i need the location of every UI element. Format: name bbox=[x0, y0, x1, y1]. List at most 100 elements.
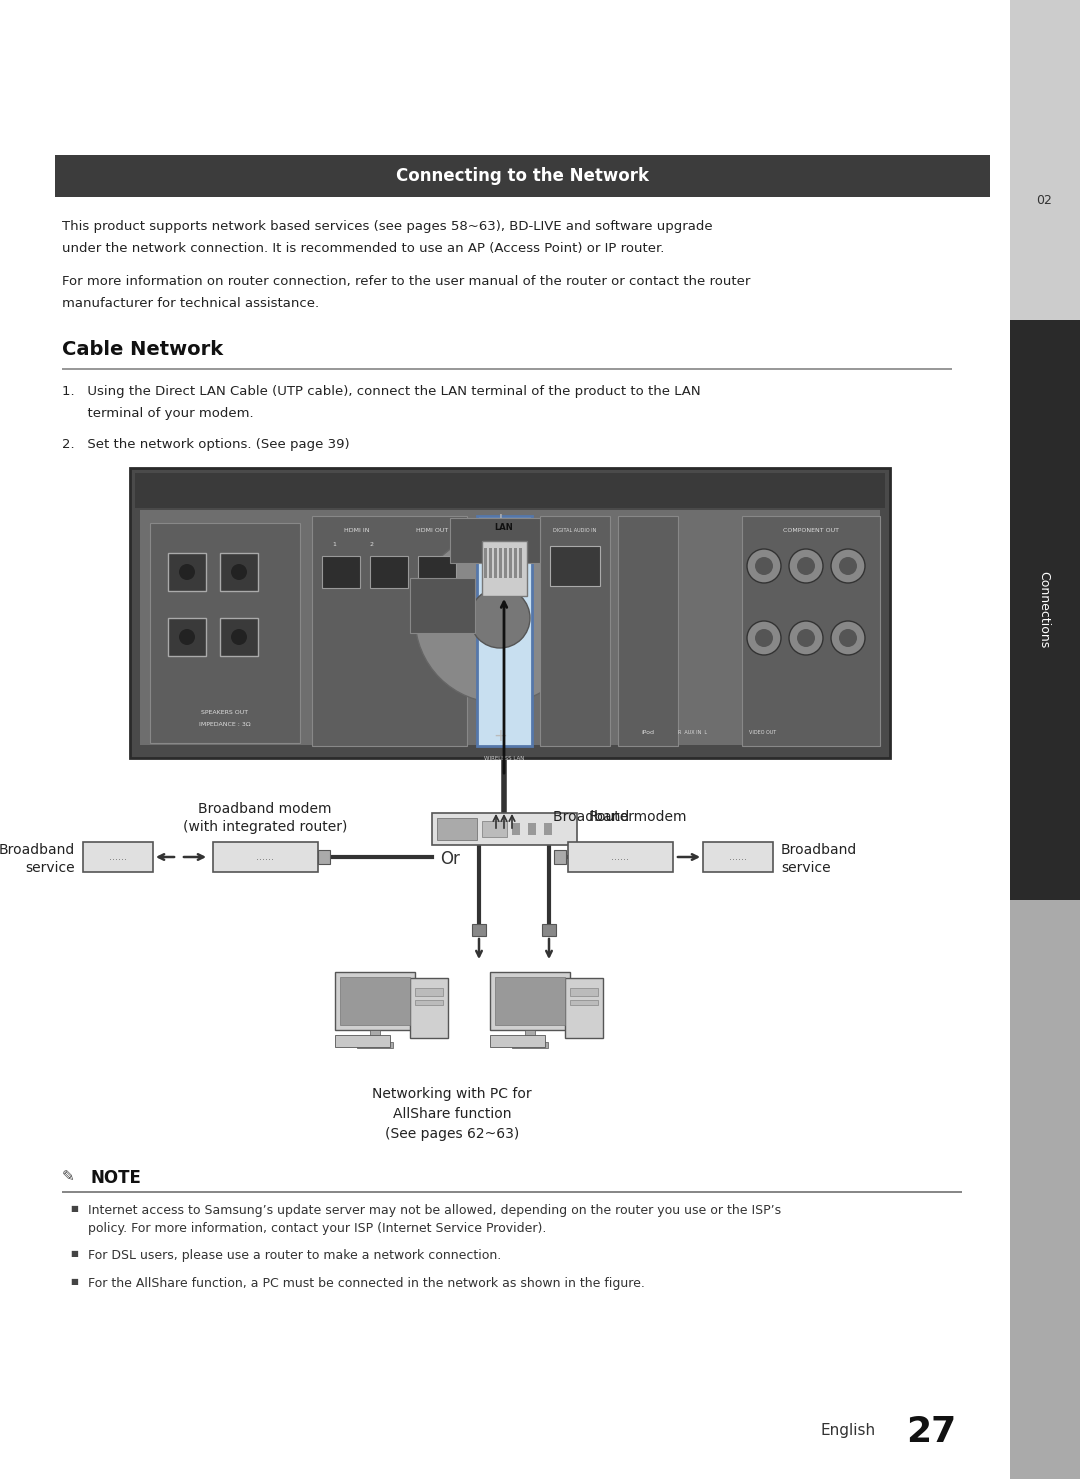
Text: WIRELESS LAN: WIRELESS LAN bbox=[484, 756, 524, 760]
Bar bbox=[220, 618, 258, 657]
Bar bbox=[55, 155, 990, 197]
Bar bbox=[554, 850, 566, 864]
Circle shape bbox=[831, 549, 865, 583]
Circle shape bbox=[470, 589, 530, 648]
Circle shape bbox=[231, 563, 247, 580]
Text: ......: ...... bbox=[256, 852, 274, 862]
Text: +: + bbox=[494, 728, 507, 745]
Text: ✎: ✎ bbox=[62, 1168, 75, 1185]
Circle shape bbox=[797, 629, 815, 646]
Bar bbox=[484, 549, 487, 578]
Circle shape bbox=[831, 621, 865, 655]
Bar bbox=[494, 549, 497, 578]
Bar bbox=[550, 546, 600, 586]
Text: R  AUX IN  L: R AUX IN L bbox=[678, 729, 707, 735]
Text: 1: 1 bbox=[332, 541, 336, 547]
Bar bbox=[130, 467, 890, 759]
Text: policy. For more information, contact your ISP (Internet Service Provider).: policy. For more information, contact yo… bbox=[87, 1222, 546, 1235]
Bar bbox=[703, 842, 773, 873]
Bar bbox=[335, 1035, 390, 1047]
Bar bbox=[499, 549, 502, 578]
Bar bbox=[618, 516, 678, 745]
Text: For more information on router connection, refer to the user manual of the route: For more information on router connectio… bbox=[62, 275, 751, 288]
Circle shape bbox=[747, 549, 781, 583]
Bar bbox=[490, 1035, 545, 1047]
Bar bbox=[318, 850, 330, 864]
Bar bbox=[357, 1043, 393, 1049]
Text: Or: Or bbox=[440, 850, 460, 868]
Text: VIDEO OUT: VIDEO OUT bbox=[750, 729, 777, 735]
Text: Connecting to the Network: Connecting to the Network bbox=[395, 167, 648, 185]
Circle shape bbox=[179, 563, 195, 580]
Circle shape bbox=[755, 629, 773, 646]
Text: Internet access to Samsung’s update server may not be allowed, depending on the : Internet access to Samsung’s update serv… bbox=[87, 1204, 781, 1217]
Text: ■: ■ bbox=[70, 1204, 78, 1213]
Text: (See pages 62~63): (See pages 62~63) bbox=[384, 1127, 519, 1140]
Text: AllShare function: AllShare function bbox=[393, 1106, 511, 1121]
Bar bbox=[213, 842, 318, 873]
Bar bbox=[544, 822, 552, 836]
Bar bbox=[472, 924, 486, 936]
Text: HDMI OUT: HDMI OUT bbox=[416, 528, 448, 532]
Text: 2: 2 bbox=[370, 541, 374, 547]
Bar bbox=[519, 549, 522, 578]
Bar bbox=[418, 556, 456, 589]
Bar bbox=[450, 518, 540, 563]
Text: Networking with PC for: Networking with PC for bbox=[373, 1087, 531, 1100]
Text: English: English bbox=[820, 1423, 875, 1438]
Circle shape bbox=[747, 621, 781, 655]
Bar bbox=[540, 516, 610, 745]
Text: Broadband: Broadband bbox=[781, 843, 858, 856]
Text: ■: ■ bbox=[70, 1248, 78, 1259]
Text: +: + bbox=[494, 512, 507, 529]
Text: iPod: iPod bbox=[642, 729, 654, 735]
Text: SPEAKERS OUT: SPEAKERS OUT bbox=[202, 710, 248, 716]
Bar bbox=[62, 1191, 962, 1194]
Bar bbox=[140, 510, 880, 745]
Text: Broadband modem: Broadband modem bbox=[199, 802, 332, 816]
Bar bbox=[220, 553, 258, 592]
Bar bbox=[1010, 319, 1080, 901]
Text: Broadband: Broadband bbox=[0, 843, 75, 856]
Text: 02: 02 bbox=[1036, 194, 1052, 207]
Text: under the network connection. It is recommended to use an AP (Access Point) or I: under the network connection. It is reco… bbox=[62, 243, 664, 254]
Text: Connections: Connections bbox=[1038, 571, 1051, 649]
Circle shape bbox=[179, 629, 195, 645]
Text: 2.   Set the network options. (See page 39): 2. Set the network options. (See page 39… bbox=[62, 438, 350, 451]
Circle shape bbox=[839, 558, 858, 575]
Circle shape bbox=[839, 629, 858, 646]
Text: Broadband modem: Broadband modem bbox=[553, 810, 687, 824]
Bar bbox=[565, 978, 603, 1038]
Bar bbox=[504, 549, 507, 578]
Text: ......: ...... bbox=[729, 852, 747, 862]
Text: terminal of your modem.: terminal of your modem. bbox=[62, 407, 254, 420]
Bar bbox=[509, 549, 512, 578]
Bar bbox=[150, 524, 300, 742]
Bar bbox=[432, 813, 577, 845]
Bar bbox=[1010, 0, 1080, 1479]
Bar bbox=[512, 822, 519, 836]
Text: NOTE: NOTE bbox=[90, 1168, 140, 1188]
Text: manufacturer for technical assistance.: manufacturer for technical assistance. bbox=[62, 297, 319, 311]
Bar bbox=[168, 553, 206, 592]
Bar bbox=[482, 821, 507, 837]
Bar bbox=[512, 1043, 548, 1049]
Circle shape bbox=[797, 558, 815, 575]
Bar bbox=[482, 541, 527, 596]
Bar bbox=[410, 578, 475, 633]
Bar bbox=[62, 368, 951, 370]
Bar bbox=[570, 988, 598, 995]
Bar bbox=[135, 473, 885, 507]
Bar bbox=[490, 972, 570, 1029]
Bar bbox=[322, 556, 360, 589]
Bar bbox=[340, 978, 410, 1025]
Text: COMPONENT OUT: COMPONENT OUT bbox=[783, 528, 839, 532]
Bar bbox=[370, 1029, 380, 1043]
Text: IMPEDANCE : 3Ω: IMPEDANCE : 3Ω bbox=[199, 723, 251, 728]
Bar bbox=[312, 516, 467, 745]
Bar bbox=[437, 818, 477, 840]
Circle shape bbox=[755, 558, 773, 575]
Bar bbox=[568, 842, 673, 873]
Bar bbox=[528, 822, 536, 836]
Bar bbox=[335, 972, 415, 1029]
